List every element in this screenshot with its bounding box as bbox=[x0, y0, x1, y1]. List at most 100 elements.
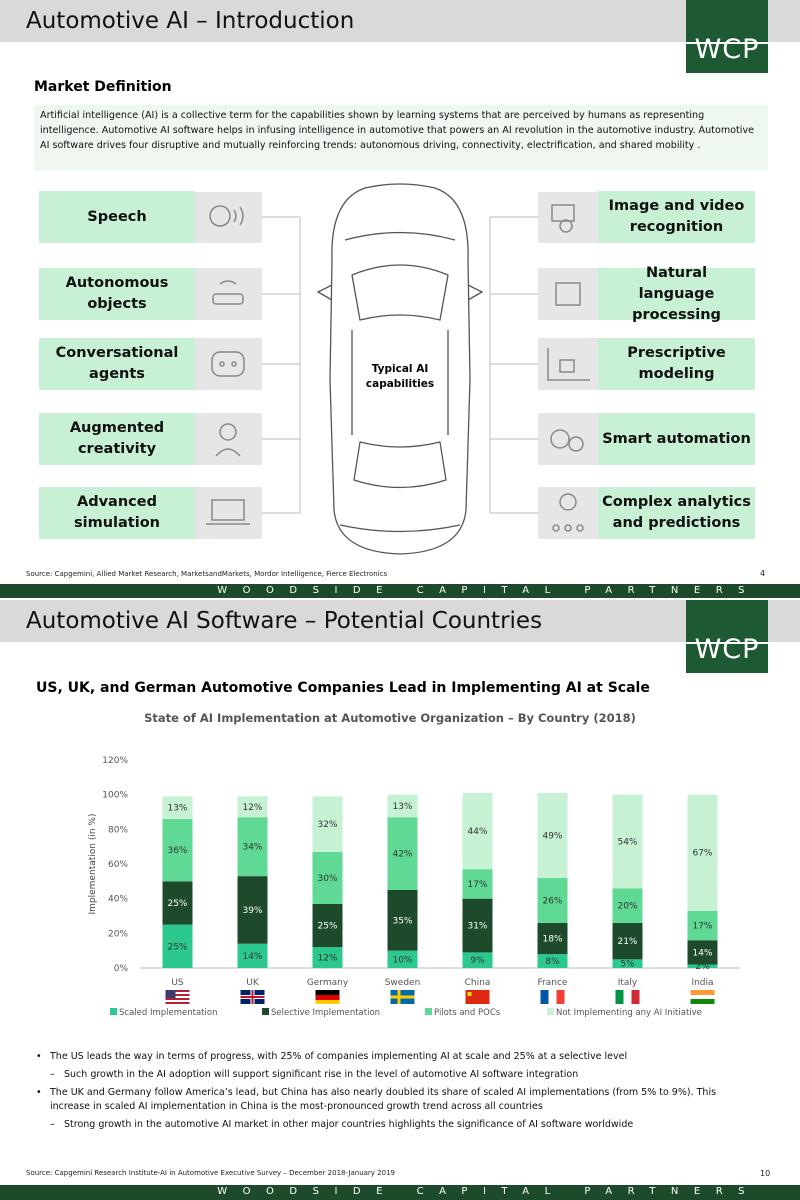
x-tick-label: China bbox=[465, 978, 491, 988]
flag-part bbox=[690, 990, 715, 995]
flag-part bbox=[315, 995, 340, 1000]
bar-segment bbox=[462, 898, 493, 953]
bar-segment bbox=[162, 924, 193, 968]
capability-box: Autonomous objects bbox=[39, 268, 195, 320]
capability-box: Natural language processing bbox=[598, 265, 755, 323]
bar-segment bbox=[312, 851, 343, 904]
flag bbox=[465, 990, 490, 1004]
bar-segment bbox=[237, 817, 268, 877]
flag-part bbox=[165, 996, 190, 998]
y-axis-label: Implementation (in %) bbox=[88, 814, 98, 915]
value-label: 21% bbox=[617, 937, 637, 947]
capability-box: Advanced simulation bbox=[39, 487, 195, 539]
value-label: 25% bbox=[317, 922, 337, 932]
page-number: 10 bbox=[760, 1169, 771, 1178]
logo: WCP bbox=[686, 0, 768, 73]
capability-box: Image and video recognition bbox=[598, 191, 755, 243]
flag bbox=[540, 990, 565, 1004]
bar-segment bbox=[162, 796, 193, 819]
value-label: 17% bbox=[692, 922, 712, 932]
value-label: 8% bbox=[545, 957, 560, 967]
bar-segment bbox=[162, 818, 193, 882]
bullet: • The US leads the way in terms of progre… bbox=[36, 1051, 628, 1062]
bullets: • The US leads the way in terms of progre… bbox=[36, 1050, 756, 1132]
flag-part bbox=[315, 1000, 340, 1004]
flag-part bbox=[690, 995, 715, 999]
bar-segment bbox=[612, 922, 643, 960]
source: Source: Capgemini, Allied Market Researc… bbox=[26, 570, 388, 578]
capability-box: Conversational agents bbox=[39, 338, 195, 390]
connectors bbox=[262, 216, 538, 514]
value-label: 17% bbox=[467, 880, 487, 890]
capability-box: Speech bbox=[39, 191, 195, 243]
page-number: 4 bbox=[760, 569, 766, 578]
value-label: 49% bbox=[542, 831, 562, 841]
value-label: 5% bbox=[620, 960, 635, 970]
bullet-text: The UK and Germany follow America’s lead… bbox=[50, 1087, 717, 1112]
value-label: 39% bbox=[242, 906, 262, 916]
value-label: 36% bbox=[167, 846, 187, 856]
bar-segment bbox=[462, 792, 493, 870]
logo-divider bbox=[686, 42, 768, 44]
flag-part bbox=[556, 990, 565, 1004]
flag bbox=[690, 990, 715, 1004]
bar-segment bbox=[612, 959, 643, 968]
value-label: 25% bbox=[167, 899, 187, 909]
sub-bullet: – Such growth in the AI adoption will sup… bbox=[50, 1069, 579, 1080]
flag-part bbox=[467, 992, 472, 996]
value-label: 13% bbox=[167, 804, 187, 814]
icons bbox=[195, 192, 598, 539]
capability-box: Augmented creativity bbox=[39, 413, 195, 465]
definition: Artificial intelligence (AI) is a collec… bbox=[34, 105, 768, 171]
flag bbox=[390, 990, 415, 1004]
x-tick-label: Italy bbox=[618, 978, 638, 988]
value-label: 12% bbox=[317, 954, 337, 964]
value-label: 32% bbox=[317, 820, 337, 830]
legend-label: Pilots and POCs bbox=[434, 1008, 501, 1018]
value-label: 30% bbox=[317, 874, 337, 884]
value-label: 18% bbox=[542, 935, 562, 945]
value-label: 67% bbox=[692, 849, 712, 859]
value-label: 25% bbox=[167, 942, 187, 952]
flag-part bbox=[165, 1000, 190, 1002]
chart: State of AI Implementation at Automotive… bbox=[88, 711, 740, 1018]
flag-part bbox=[165, 992, 190, 994]
bar-segment bbox=[387, 794, 418, 818]
y-tick-label: 100% bbox=[102, 791, 128, 801]
value-label: 34% bbox=[242, 843, 262, 853]
bar-segment bbox=[537, 877, 568, 923]
value-label: 20% bbox=[617, 902, 637, 912]
y-tick-label: 120% bbox=[102, 756, 128, 766]
value-label: 54% bbox=[617, 837, 637, 847]
bar-segment bbox=[687, 964, 718, 968]
slide-title: Automotive AI Software – Potential Count… bbox=[26, 608, 543, 634]
value-label: 35% bbox=[392, 916, 412, 926]
chart-title: State of AI Implementation at Automotive… bbox=[144, 711, 636, 725]
footer: WOODSIDE CAPITAL PARTNERS bbox=[0, 584, 800, 598]
legend-swatch bbox=[262, 1008, 269, 1015]
value-label: 14% bbox=[692, 948, 712, 958]
bar-segment bbox=[687, 910, 718, 941]
bar-segment bbox=[387, 950, 418, 968]
y-tick-label: 80% bbox=[108, 825, 128, 835]
bar-segment bbox=[537, 954, 568, 968]
center-label: Typical AI capabilities bbox=[365, 363, 435, 390]
legend-label: Scaled Implementation bbox=[119, 1008, 217, 1018]
value-label: 31% bbox=[467, 922, 487, 932]
legend-swatch bbox=[110, 1008, 117, 1015]
bar-segment bbox=[537, 922, 568, 955]
flag-part bbox=[315, 990, 340, 995]
bar-segment bbox=[237, 876, 268, 944]
legend-label: Not Implementing any AI Initiative bbox=[556, 1008, 702, 1018]
value-label: 10% bbox=[392, 955, 412, 965]
capability-box: Prescriptive modeling bbox=[598, 338, 755, 390]
y-tick-label: 0% bbox=[114, 964, 129, 974]
bar-segment bbox=[387, 890, 418, 951]
x-tick-label: UK bbox=[246, 978, 260, 988]
bar-segment bbox=[687, 940, 718, 965]
value-label: 9% bbox=[470, 956, 485, 966]
bullet: • The UK and Germany follow America’s lea… bbox=[36, 1086, 756, 1114]
legend-label: Selective Implementation bbox=[271, 1008, 380, 1018]
bar-segment bbox=[462, 952, 493, 968]
